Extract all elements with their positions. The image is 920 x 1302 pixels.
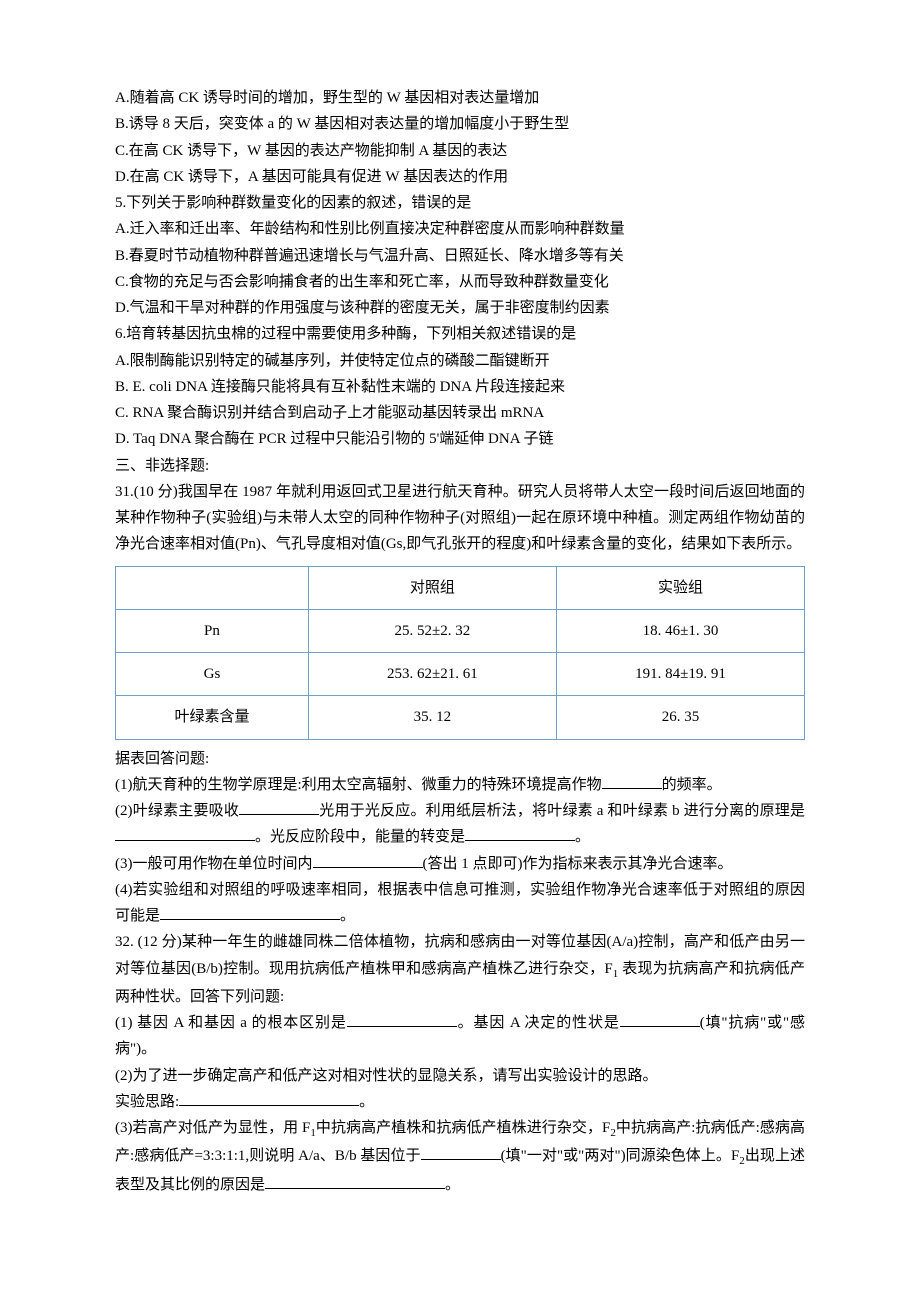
- table-header-row: 对照组 实验组: [116, 566, 805, 609]
- q31-2-text-b: 光用于光反应。利用纸层析法，将叶绿素 a 和叶绿素 b 进行分离的原理是: [319, 803, 805, 819]
- blank-fill: [465, 825, 575, 841]
- cell-gs-control: 253. 62±21. 61: [308, 653, 556, 696]
- q31-table: 对照组 实验组 Pn 25. 52±2. 32 18. 46±1. 30 Gs …: [115, 566, 805, 740]
- q6-stem: 6.培育转基因抗虫棉的过程中需要使用多种酶，下列相关叙述错误的是: [115, 321, 805, 347]
- q4-option-C: C.在高 CK 诱导下，W 基因的表达产物能抑制 A 基因的表达: [115, 138, 805, 164]
- q31-part3: (3)一般可用作物在单位时间内 (答出 1 点即可)作为指标来表示其净光合速率。: [115, 851, 805, 877]
- q32-part3: (3)若高产对低产为显性，用 F1中抗病高产植株和抗病低产植株进行杂交，F2中抗…: [115, 1115, 805, 1198]
- q5-option-D: D.气温和干旱对种群的作用强度与该种群的密度无关，属于非密度制约因素: [115, 295, 805, 321]
- q5-option-B: B.春夏时节动植物种群普遍迅速增长与气温升高、日照延长、降水增多等有关: [115, 243, 805, 269]
- blank-fill: [265, 1173, 445, 1189]
- cell-chl-control: 35. 12: [308, 696, 556, 739]
- q31-1-text-a: (1)航天育种的生物学原理是:利用太空高辐射、微重力的特殊环境提高作物: [115, 777, 602, 793]
- q6-option-B: B. E. coli DNA 连接酶只能将具有互补黏性末端的 DNA 片段连接起…: [115, 374, 805, 400]
- blank-fill: [620, 1011, 700, 1027]
- table-row: Pn 25. 52±2. 32 18. 46±1. 30: [116, 609, 805, 652]
- blank-fill: [160, 904, 340, 920]
- q5-stem: 5.下列关于影响种群数量变化的因素的叙述，错误的是: [115, 190, 805, 216]
- cell-gs-exp: 191. 84±19. 91: [556, 653, 804, 696]
- q31-3-text-a: (3)一般可用作物在单位时间内: [115, 856, 313, 872]
- table-header-control: 对照组: [308, 566, 556, 609]
- q6-option-D: D. Taq DNA 聚合酶在 PCR 过程中只能沿引物的 5'端延伸 DNA …: [115, 426, 805, 452]
- blank-fill: [347, 1011, 457, 1027]
- q31-2-text-c: 。光反应阶段中，能量的转变是: [255, 829, 465, 845]
- blank-fill: [313, 852, 423, 868]
- q31-part2: (2)叶绿素主要吸收 光用于光反应。利用纸层析法，将叶绿素 a 和叶绿素 b 进行…: [115, 798, 805, 851]
- blank-fill: [602, 773, 662, 789]
- q31-1-text-b: 的频率。: [662, 777, 722, 793]
- blank-fill: [239, 799, 319, 815]
- q32-1-text-a: (1) 基因 A 和基因 a 的根本区别是: [115, 1015, 347, 1031]
- q32-1-text-b: 。基因 A 决定的性状是: [457, 1015, 620, 1031]
- cell-pn-control: 25. 52±2. 32: [308, 609, 556, 652]
- q32-3-text-f: 。: [445, 1177, 460, 1193]
- q32-part2-blank: 实验思路: 。: [115, 1089, 805, 1115]
- q31-stem: 31.(10 分)我国早在 1987 年就利用返回式卫星进行航天育种。研究人员将…: [115, 479, 805, 558]
- q31-2-text-a: (2)叶绿素主要吸收: [115, 803, 239, 819]
- q31-2-text-d: 。: [575, 829, 590, 845]
- q4-option-A: A.随着高 CK 诱导时间的增加，野生型的 W 基因相对表达量增加: [115, 85, 805, 111]
- q32-part1: (1) 基因 A 和基因 a 的根本区别是。基因 A 决定的性状是(填"抗病"或…: [115, 1010, 805, 1063]
- q32-3-text-b: 中抗病高产植株和抗病低产植株进行杂交，F: [316, 1120, 611, 1136]
- q32-2-end: 。: [359, 1094, 374, 1110]
- q32-part2: (2)为了进一步确定高产和低产这对相对性状的显隐关系，请写出实验设计的思路。: [115, 1063, 805, 1089]
- table-row: Gs 253. 62±21. 61 191. 84±19. 91: [116, 653, 805, 696]
- row-label-chl: 叶绿素含量: [116, 696, 309, 739]
- q5-option-C: C.食物的充足与否会影响捕食者的出生率和死亡率，从而导致种群数量变化: [115, 269, 805, 295]
- row-label-gs: Gs: [116, 653, 309, 696]
- cell-pn-exp: 18. 46±1. 30: [556, 609, 804, 652]
- q31-part1: (1)航天育种的生物学原理是:利用太空高辐射、微重力的特殊环境提高作物 的频率。: [115, 772, 805, 798]
- section-3-heading: 三、非选择题:: [115, 453, 805, 479]
- subscript-1: 1: [613, 968, 619, 980]
- q32-3-text-a: (3)若高产对低产为显性，用 F: [115, 1120, 310, 1136]
- q31-after-table: 据表回答问题:: [115, 746, 805, 772]
- q5-option-A: A.迁入率和迁出率、年龄结构和性别比例直接决定种群密度从而影响种群数量: [115, 216, 805, 242]
- row-label-pn: Pn: [116, 609, 309, 652]
- blank-fill: [421, 1144, 501, 1160]
- blank-fill: [115, 825, 255, 841]
- blank-fill: [179, 1090, 359, 1106]
- cell-chl-exp: 26. 35: [556, 696, 804, 739]
- table-header-blank: [116, 566, 309, 609]
- q6-option-C: C. RNA 聚合酶识别并结合到启动子上才能驱动基因转录出 mRNA: [115, 400, 805, 426]
- table-row: 叶绿素含量 35. 12 26. 35: [116, 696, 805, 739]
- table-header-experiment: 实验组: [556, 566, 804, 609]
- q6-option-A: A.限制酶能识别特定的碱基序列，并使特定位点的磷酸二酯键断开: [115, 348, 805, 374]
- q4-option-D: D.在高 CK 诱导下，A 基因可能具有促进 W 基因表达的作用: [115, 164, 805, 190]
- q32-3-text-d: (填"一对"或"两对")同源染色体上。F: [501, 1148, 740, 1164]
- q31-part4: (4)若实验组和对照组的呼吸速率相同，根据表中信息可推测，实验组作物净光合速率低…: [115, 877, 805, 930]
- q31-3-text-b: (答出 1 点即可)作为指标来表示其净光合速率。: [423, 856, 733, 872]
- q4-option-B: B.诱导 8 天后，突变体 a 的 W 基因相对表达量的增加幅度小于野生型: [115, 111, 805, 137]
- exam-page: A.随着高 CK 诱导时间的增加，野生型的 W 基因相对表达量增加 B.诱导 8…: [0, 0, 920, 1302]
- q31-4-text-b: 。: [340, 908, 355, 924]
- q32-2-label: 实验思路:: [115, 1094, 179, 1110]
- q32-stem: 32. (12 分)某种一年生的雌雄同株二倍体植物，抗病和感病由一对等位基因(A…: [115, 929, 805, 1010]
